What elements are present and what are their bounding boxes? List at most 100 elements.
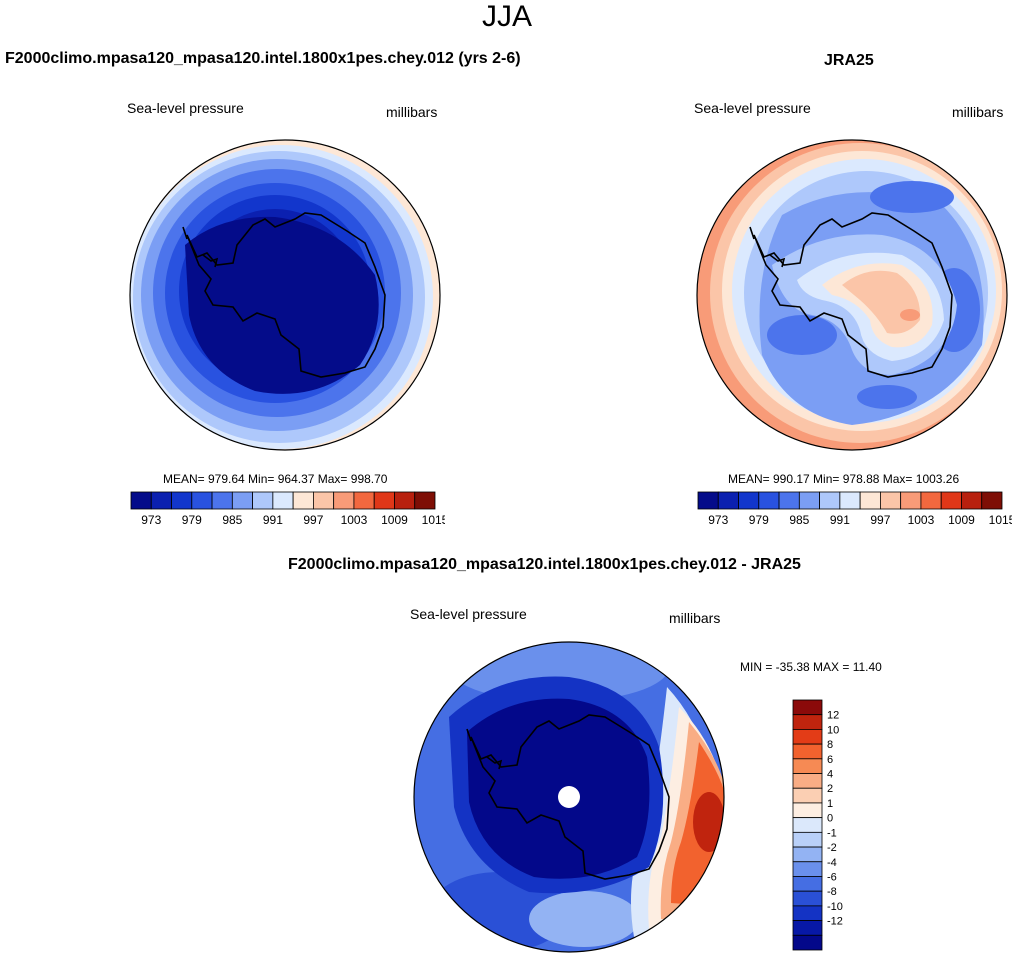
colorbar-box xyxy=(150,491,172,510)
colorbar-box xyxy=(792,831,823,848)
diff-panel-title: F2000climo.mpasa120_mpasa120.intel.1800x… xyxy=(288,556,801,573)
colorbar-label: -6 xyxy=(827,871,837,883)
colorbar-label: 10 xyxy=(827,724,839,736)
colorbar-box xyxy=(394,491,416,510)
colorbar-box xyxy=(191,491,213,510)
diff-variable-label: Sea-level pressure xyxy=(410,606,527,622)
colorbar-box xyxy=(792,905,823,921)
colorbar-label: 985 xyxy=(222,513,242,527)
colorbar-box xyxy=(900,491,922,510)
obs-variable-label: Sea-level pressure xyxy=(694,100,811,116)
colorbar-label: 991 xyxy=(830,513,850,527)
colorbar-box xyxy=(333,491,355,510)
colorbar-label: 1003 xyxy=(341,513,368,527)
colorbar-box xyxy=(792,890,823,907)
colorbar-box xyxy=(312,491,335,510)
colorbar-label: 991 xyxy=(263,513,283,527)
colorbar-box xyxy=(879,491,902,510)
colorbar-box xyxy=(292,491,314,510)
colorbar-box xyxy=(792,802,823,819)
colorbar-box xyxy=(373,491,395,510)
colorbar-box xyxy=(353,491,375,510)
colorbar-box xyxy=(940,491,962,510)
colorbar-label: 8 xyxy=(827,739,833,751)
diff-polar-map xyxy=(413,641,725,953)
colorbar-box xyxy=(839,491,861,510)
colorbar-box xyxy=(981,491,1003,510)
colorbar-box xyxy=(414,491,436,510)
colorbar-box xyxy=(758,491,780,510)
page-title: JJA xyxy=(481,0,532,33)
colorbar-box xyxy=(792,758,823,774)
colorbar-label: -2 xyxy=(827,842,837,854)
colorbar-box xyxy=(792,729,823,745)
colorbar-box xyxy=(171,491,193,510)
colorbar-box xyxy=(272,491,294,510)
colorbar-label: -8 xyxy=(827,886,837,898)
colorbar-box xyxy=(792,934,823,951)
colorbar-box xyxy=(819,491,841,510)
colorbar-box xyxy=(792,861,823,877)
model-panel-title: F2000climo.mpasa120_mpasa120.intel.1800x… xyxy=(5,50,521,67)
colorbar-label: -4 xyxy=(827,857,837,869)
colorbar-box xyxy=(738,491,760,510)
colorbar-box xyxy=(792,846,823,863)
obs-polar-map xyxy=(696,139,1008,451)
diff-units-label: millibars xyxy=(669,610,721,626)
colorbar-box xyxy=(211,491,233,510)
colorbar-label: 973 xyxy=(141,513,161,527)
model-stats: MEAN= 979.64 Min= 964.37 Max= 998.70 xyxy=(163,472,388,486)
colorbar-label: -12 xyxy=(827,916,843,928)
obs-coastline xyxy=(749,212,953,378)
colorbar-box xyxy=(792,773,823,789)
model-colorbar: 973 979 985 991 997 1003 1009 1015 xyxy=(130,491,445,527)
model-variable-label: Sea-level pressure xyxy=(127,100,244,116)
obs-stats: MEAN= 990.17 Min= 978.88 Max= 1003.26 xyxy=(728,472,960,486)
colorbar-label: 973 xyxy=(708,513,728,527)
colorbar-box xyxy=(792,699,823,716)
colorbar-label: 4 xyxy=(827,769,833,781)
colorbar-box xyxy=(717,491,739,510)
colorbar-label: 12 xyxy=(827,710,839,722)
obs-panel-title: JRA25 xyxy=(824,52,874,69)
colorbar-label: 985 xyxy=(789,513,809,527)
colorbar-label: 2 xyxy=(827,783,833,795)
colorbar-box xyxy=(792,876,823,892)
colorbar-label: 979 xyxy=(749,513,769,527)
colorbar-box xyxy=(130,491,152,510)
colorbar-label: 0 xyxy=(827,813,833,825)
colorbar-label: 997 xyxy=(303,513,323,527)
colorbar-label: -1 xyxy=(827,827,837,839)
colorbar-label: 1003 xyxy=(908,513,935,527)
obs-colorbar: 973 979 985 991 997 1003 1009 1015 xyxy=(697,491,1012,527)
colorbar-box xyxy=(798,491,821,510)
colorbar-box xyxy=(778,491,800,510)
model-polar-map xyxy=(129,139,441,451)
model-coastline xyxy=(182,212,386,378)
colorbar-box xyxy=(792,787,823,804)
colorbar-box xyxy=(792,817,823,833)
colorbar-box xyxy=(231,491,254,510)
colorbar-box xyxy=(920,491,942,510)
colorbar-box xyxy=(792,920,823,936)
colorbar-box xyxy=(252,491,274,510)
colorbar-label: -10 xyxy=(827,901,843,913)
colorbar-box xyxy=(792,743,823,760)
pole-mask xyxy=(558,786,580,808)
colorbar-box xyxy=(792,714,823,730)
diff-stats: MIN = -35.38 MAX = 11.40 xyxy=(740,660,882,674)
colorbar-label: 1009 xyxy=(381,513,408,527)
colorbar-label: 1015 xyxy=(422,513,445,527)
obs-units-label: millibars xyxy=(952,104,1004,120)
colorbar-box xyxy=(961,491,983,510)
colorbar-label: 1 xyxy=(827,798,833,810)
colorbar-label: 1009 xyxy=(948,513,975,527)
diff-coastline xyxy=(466,714,670,880)
colorbar-box xyxy=(697,491,719,510)
colorbar-label: 1015 xyxy=(989,513,1012,527)
colorbar-label: 979 xyxy=(182,513,202,527)
colorbar-box xyxy=(859,491,881,510)
model-units-label: millibars xyxy=(386,104,438,120)
colorbar-label: 6 xyxy=(827,754,833,766)
